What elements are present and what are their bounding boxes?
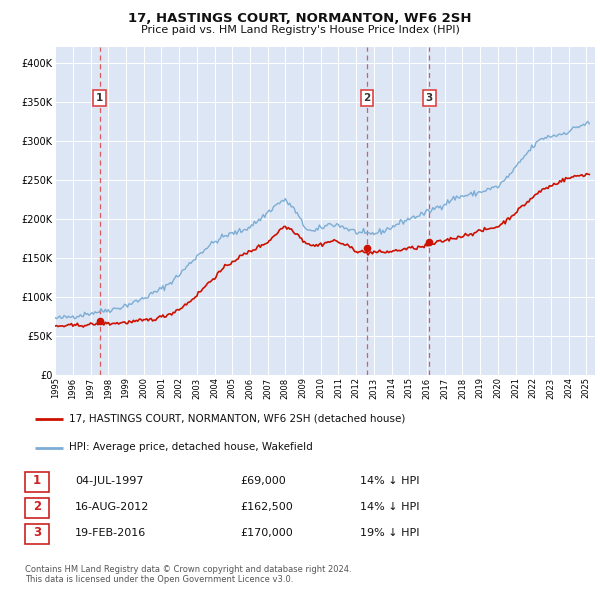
Text: Price paid vs. HM Land Registry's House Price Index (HPI): Price paid vs. HM Land Registry's House … xyxy=(140,25,460,35)
Text: Contains HM Land Registry data © Crown copyright and database right 2024.
This d: Contains HM Land Registry data © Crown c… xyxy=(25,565,352,584)
Text: 2: 2 xyxy=(33,500,41,513)
Text: 14% ↓ HPI: 14% ↓ HPI xyxy=(360,502,419,512)
Text: £170,000: £170,000 xyxy=(240,528,293,538)
Text: 3: 3 xyxy=(33,526,41,539)
Text: 17, HASTINGS COURT, NORMANTON, WF6 2SH (detached house): 17, HASTINGS COURT, NORMANTON, WF6 2SH (… xyxy=(68,414,405,424)
Text: 19-FEB-2016: 19-FEB-2016 xyxy=(75,528,146,538)
Text: 1: 1 xyxy=(96,93,103,103)
Text: £162,500: £162,500 xyxy=(240,502,293,512)
Text: 14% ↓ HPI: 14% ↓ HPI xyxy=(360,476,419,486)
Text: 16-AUG-2012: 16-AUG-2012 xyxy=(75,502,149,512)
Text: HPI: Average price, detached house, Wakefield: HPI: Average price, detached house, Wake… xyxy=(68,442,313,453)
Text: 04-JUL-1997: 04-JUL-1997 xyxy=(75,476,143,486)
Text: 17, HASTINGS COURT, NORMANTON, WF6 2SH: 17, HASTINGS COURT, NORMANTON, WF6 2SH xyxy=(128,12,472,25)
Text: 19% ↓ HPI: 19% ↓ HPI xyxy=(360,528,419,538)
Text: 1: 1 xyxy=(33,474,41,487)
Text: 3: 3 xyxy=(426,93,433,103)
Text: 2: 2 xyxy=(364,93,371,103)
Text: £69,000: £69,000 xyxy=(240,476,286,486)
